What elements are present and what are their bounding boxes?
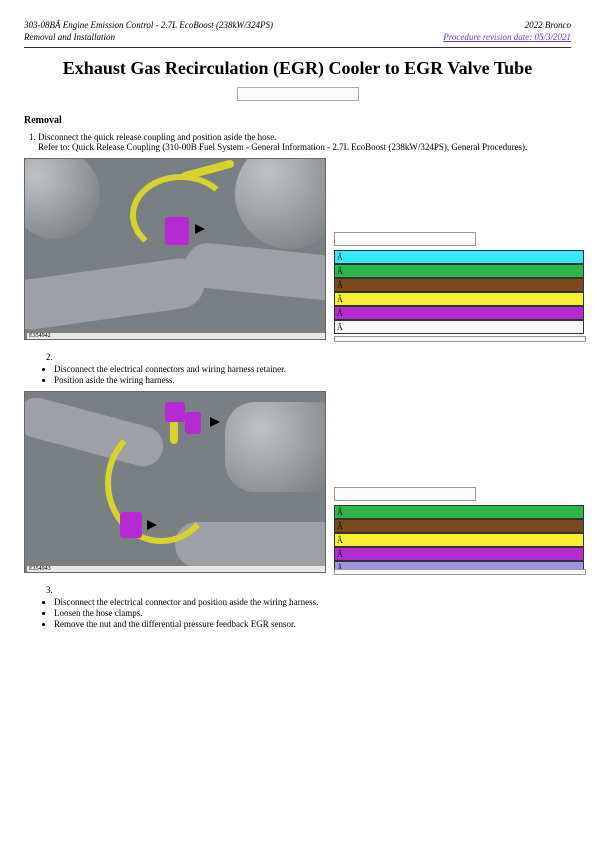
color-swatch: Â [334,292,584,306]
header-section-code: 303-08BÂ Engine Emission Control - 2.7L … [24,20,273,32]
title-placeholder-bar [237,87,359,101]
step-2-bullets: Disconnect the electrical connectors and… [54,364,571,385]
step-3-bullet-2: Loosen the hose clamps. [54,608,571,618]
doc-header: 303-08BÂ Engine Emission Control - 2.7L … [24,20,571,43]
color-legend-1: ÂÂÂÂÂÂ [334,232,584,334]
figure-2: E354943 [24,391,326,573]
removal-heading: Removal [24,115,571,126]
figure-2-row: E354943 ÂÂÂÂÂ [24,391,571,581]
color-swatch: Â [334,250,584,264]
color-swatch: Â [334,264,584,278]
header-divider [24,47,571,48]
page-title: Exhaust Gas Recirculation (EGR) Cooler t… [24,58,571,79]
color-swatch: Â [334,533,584,547]
revision-date-link[interactable]: Procedure revision date: 05/3/2021 [443,32,571,42]
color-swatch: Â [334,547,584,561]
color-swatch: Â [334,519,584,533]
legend-1-footer [334,336,586,342]
header-vehicle: 2022 Bronco [443,20,571,32]
legend-2-label [334,487,476,501]
legend-1-label [334,232,476,246]
color-swatch: Â [334,320,584,334]
color-swatch: Â [334,505,584,519]
step-2-number: 2. [46,352,571,362]
header-subtitle: Removal and Installation [24,32,273,44]
step-1-refer: Refer to: Quick Release Coupling (310-00… [38,142,527,152]
color-legend-2: ÂÂÂÂÂ [334,487,584,575]
step-1-text: Disconnect the quick release coupling an… [38,132,276,142]
step-2-bullet-1: Disconnect the electrical connectors and… [54,364,571,374]
step-3-bullet-3: Remove the nut and the differential pres… [54,619,571,629]
legend-2-footer [334,569,586,575]
steps-list: Disconnect the quick release coupling an… [38,132,571,152]
color-swatch: Â [334,278,584,292]
color-swatch: Â [334,306,584,320]
step-3-bullets: Disconnect the electrical connector and … [54,597,571,629]
figure-1: E354942 [24,158,326,340]
header-right: 2022 Bronco Procedure revision date: 05/… [443,20,571,43]
step-1: Disconnect the quick release coupling an… [38,132,571,152]
step-2-bullet-2: Position aside the wiring harness. [54,375,571,385]
figure-2-number: E354943 [27,566,326,572]
step-3-bullet-1: Disconnect the electrical connector and … [54,597,571,607]
figure-1-number: E354942 [27,333,326,339]
header-left: 303-08BÂ Engine Emission Control - 2.7L … [24,20,273,43]
figure-1-row: E354942 ÂÂÂÂÂÂ [24,158,571,348]
step-3-number: 3. [46,585,571,595]
